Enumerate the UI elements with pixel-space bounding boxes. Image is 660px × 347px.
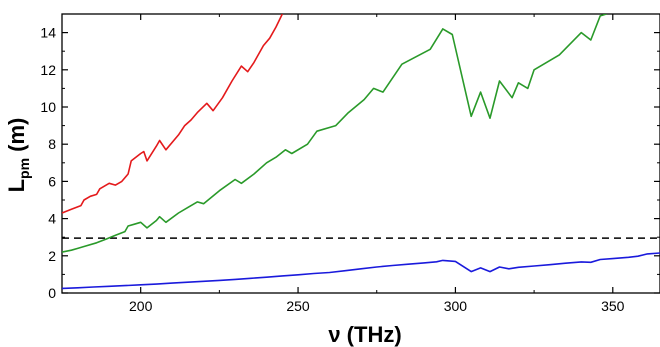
plot-area <box>61 13 660 294</box>
y-axis-title-sub: pm <box>16 158 32 179</box>
y-tick-label: 12 <box>40 62 56 78</box>
series-red-line <box>62 14 284 214</box>
ticks-layer: 200 250 300 350 0 2 4 6 8 10 12 14 <box>40 14 660 314</box>
x-tick-label: 350 <box>601 298 625 314</box>
x-axis-title: ν (THz) <box>328 322 401 347</box>
x-tick-label: 250 <box>286 298 310 314</box>
series-green-line <box>62 14 607 253</box>
plot-frame <box>61 13 660 294</box>
x-tick-label: 300 <box>444 298 468 314</box>
y-tick-label: 8 <box>48 136 56 152</box>
y-tick-label: 4 <box>48 211 56 227</box>
y-axis-title-main: L <box>4 179 29 192</box>
series-layer <box>62 14 660 290</box>
y-tick-label: 10 <box>40 99 56 115</box>
y-tick-label: 0 <box>48 285 56 301</box>
series-blue-line <box>62 252 660 290</box>
y-tick-label: 2 <box>48 248 56 264</box>
x-tick-label: 200 <box>129 298 153 314</box>
y-axis-title-unit: (m) <box>4 118 29 158</box>
y-tick-label: 6 <box>48 173 56 189</box>
series-clip-group <box>62 14 660 290</box>
y-tick-label: 14 <box>40 25 56 41</box>
y-axis-title: Lpm (m) <box>4 118 32 193</box>
